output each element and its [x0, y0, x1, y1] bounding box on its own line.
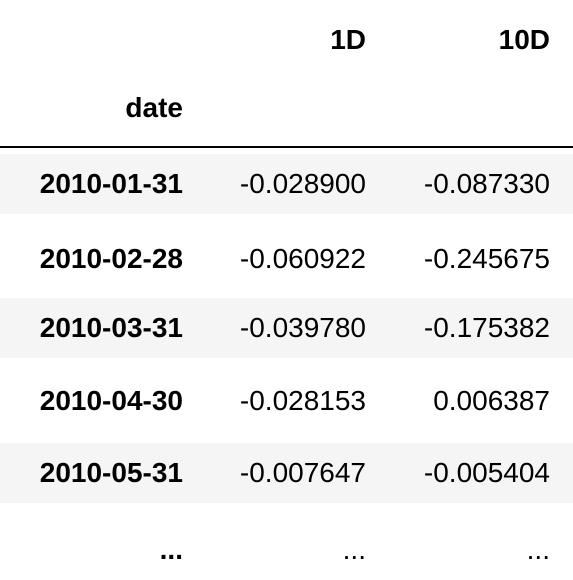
cell-10d: -0.175382: [423, 312, 550, 343]
table-row: 2010-05-31 -0.007647 -0.005404: [0, 443, 573, 503]
row-index: 2010-04-30: [39, 385, 183, 416]
column-header-blank: [0, 10, 183, 70]
cell-10d: -0.245675: [423, 243, 550, 274]
cell-1d: -0.028153: [239, 385, 366, 416]
cell-1d: -0.060922: [239, 243, 366, 274]
cell-1d: -0.028900: [239, 168, 366, 199]
cell-10d: -0.005404: [423, 457, 550, 488]
cell-1d: -0.007647: [239, 457, 366, 488]
row-index: 2010-05-31: [39, 457, 183, 488]
row-index: 2010-03-31: [39, 312, 183, 343]
table-row: 2010-04-30 -0.028153 0.006387: [0, 371, 573, 431]
header-divider: [0, 146, 573, 148]
cell-1d: ...: [342, 534, 366, 565]
cell-10d: ...: [526, 534, 550, 565]
cell-10d: 0.006387: [433, 385, 550, 416]
column-header-10d: 10D: [498, 24, 550, 55]
column-header-row: 1D 10D: [0, 10, 573, 70]
row-index: ...: [159, 534, 183, 565]
table-row: 2010-02-28 -0.060922 -0.245675: [0, 229, 573, 289]
cell-10d: -0.087330: [423, 168, 550, 199]
row-index: 2010-01-31: [39, 168, 183, 199]
index-name: date: [125, 92, 183, 123]
column-header-1d: 1D: [330, 24, 366, 55]
table-row: 2010-01-31 -0.028900 -0.087330: [0, 154, 573, 214]
index-name-row: date: [0, 78, 573, 138]
table-row-ellipsis: ... ... ...: [0, 520, 573, 580]
cell-1d: -0.039780: [239, 312, 366, 343]
table-row: 2010-03-31 -0.039780 -0.175382: [0, 298, 573, 358]
row-index: 2010-02-28: [39, 243, 183, 274]
